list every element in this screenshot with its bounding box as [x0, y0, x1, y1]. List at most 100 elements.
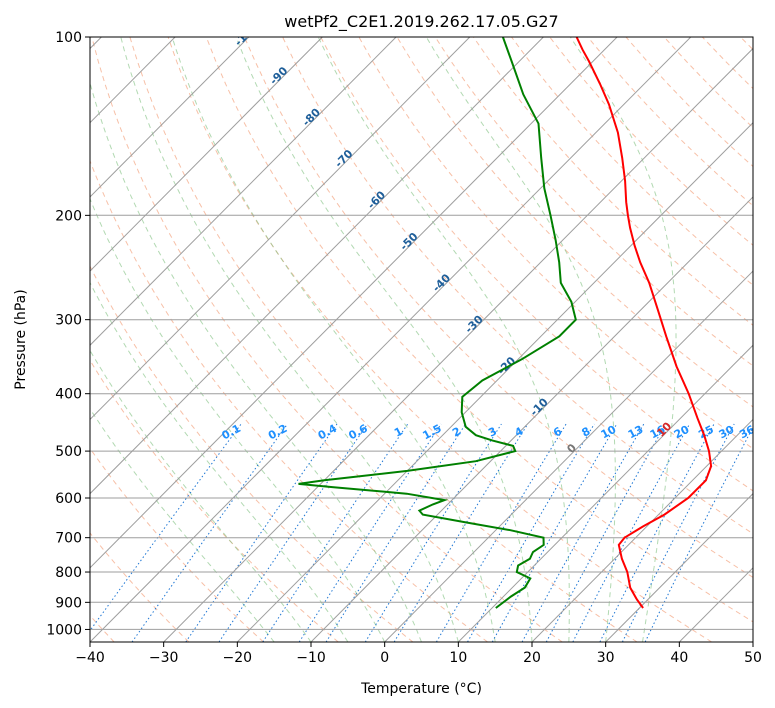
y-tick-label: 600 [55, 491, 82, 507]
dry-adiabat-line [129, 37, 638, 642]
y-tick-label: 300 [55, 313, 82, 329]
moist-adiabat-line [171, 37, 496, 642]
y-tick-label: 100 [55, 30, 82, 46]
dry-adiabat-line [90, 447, 264, 642]
isotherm-label: -50 [397, 230, 420, 253]
dry-adiabat-line [434, 37, 753, 367]
isotherm-line [90, 37, 323, 272]
mixing-ratio-label: 1 [392, 425, 405, 440]
mixing-ratio-label: 30 [717, 423, 737, 442]
mixing-ratio-line [644, 426, 753, 642]
x-tick-label: 20 [523, 650, 541, 666]
isotherm-line [752, 641, 753, 642]
mixing-ratio-line [325, 423, 467, 642]
x-tick-label: −10 [296, 650, 326, 666]
isotherm-label: -70 [332, 147, 355, 170]
dry-adiabat-line [90, 359, 339, 642]
x-tick-label: −20 [223, 650, 253, 666]
mixing-ratio-line [262, 423, 409, 642]
x-tick-label: 30 [597, 650, 615, 666]
isotherm-label: -90 [267, 64, 290, 87]
mixing-ratio-label: 0.1 [220, 422, 243, 443]
dry-adiabat-line [396, 37, 753, 408]
isotherm-line [236, 121, 753, 642]
y-axis-label: Pressure (hPa) [13, 289, 29, 389]
mixing-ratio-line [621, 423, 735, 642]
dry-adiabat-line [205, 37, 753, 623]
plot-frame [89, 36, 754, 643]
isotherm-line [90, 37, 250, 198]
mixing-ratio-line [364, 423, 502, 642]
dry-adiabat-line [282, 37, 753, 535]
mixing-ratio-label: 0.6 [346, 422, 370, 443]
mixing-ratio-line [185, 423, 338, 642]
x-tick-label: −40 [75, 650, 105, 666]
dry-adiabat-line [90, 265, 414, 642]
dry-adiabat-line [549, 37, 753, 246]
isotherm-line [384, 270, 753, 642]
x-tick-label: 10 [449, 650, 467, 666]
y-tick-label: 200 [55, 208, 82, 224]
moist-adiabat-line [90, 407, 275, 642]
dry-adiabat-line [740, 37, 753, 51]
isotherm-label: 20 [767, 381, 775, 401]
dry-adiabat-line [472, 37, 753, 326]
dry-adiabat-line [511, 37, 753, 286]
isotherm-line [90, 37, 618, 569]
series-group [298, 37, 713, 609]
y-tick-label: 800 [55, 565, 82, 581]
y-tick-label: 700 [55, 531, 82, 547]
isotherm-label: -20 [495, 354, 518, 377]
mixing-ratio-label: 1.5 [420, 422, 443, 443]
y-tick-label: 500 [55, 444, 82, 460]
dewpoint-profile-line [298, 37, 577, 609]
isotherm-line [90, 37, 397, 346]
isotherm-line [163, 47, 753, 642]
mixing-ratio-label: 6 [551, 424, 564, 439]
x-tick-label: 0 [380, 650, 389, 666]
dry-adiabat-line [90, 532, 190, 642]
x-axis: −40 −30 −20 −10 0 10 20 30 40 50 [75, 642, 762, 666]
y-tick-label: 900 [55, 595, 82, 611]
mixing-ratio-label: 13 [626, 423, 646, 442]
moist-adiabat-line [425, 37, 616, 642]
y-axis: 100 200 300 400 500 600 700 800 900 1000 [46, 30, 90, 638]
dry-adiabat-line [663, 37, 753, 129]
dry-adiabat-line [90, 159, 488, 642]
dry-adiabat-line [358, 37, 753, 450]
moist-adiabat-line [90, 197, 386, 642]
isotherm-line [605, 492, 753, 642]
x-tick-label: 40 [670, 650, 688, 666]
isotherm-label: -60 [365, 188, 388, 211]
moist-adiabat-line [569, 37, 677, 642]
isotherm-line [678, 567, 753, 642]
isotherm-line [457, 344, 753, 642]
mixing-ratio-line [131, 423, 288, 642]
mixing-ratio-line [393, 423, 529, 642]
isotherm-line [90, 37, 692, 642]
mixing-ratio-label: 20 [672, 423, 692, 442]
y-tick-label: 400 [55, 387, 82, 403]
isotherm-label: -80 [300, 105, 323, 128]
moist-adiabat-line [120, 37, 459, 642]
mixing-ratio-label: 0.2 [266, 422, 289, 443]
mixing-ratio-label: 2 [450, 425, 463, 440]
moist-adiabat-line [90, 81, 422, 642]
mixing-ratio-label: 16 [648, 423, 668, 442]
x-tick-label: −30 [149, 650, 179, 666]
isotherm-label: -40 [430, 271, 453, 294]
isotherm-line [90, 37, 471, 421]
isotherm-label: -10 [528, 395, 551, 418]
y-tick-label: 1000 [46, 622, 82, 638]
mixing-ratio-label: 3 [486, 425, 499, 440]
moist-adiabat-line [235, 37, 533, 642]
dry-adiabat-line [167, 37, 712, 642]
isotherm-label: -30 [463, 313, 486, 336]
grid-lines [90, 37, 753, 642]
mixing-ratio-line [572, 423, 691, 642]
x-axis-label: Temperature (°C) [360, 681, 482, 697]
isotherm-label: -100 [232, 20, 261, 49]
mixing-ratio-label: 36 [737, 423, 757, 442]
dry-adiabat-line [91, 37, 563, 642]
